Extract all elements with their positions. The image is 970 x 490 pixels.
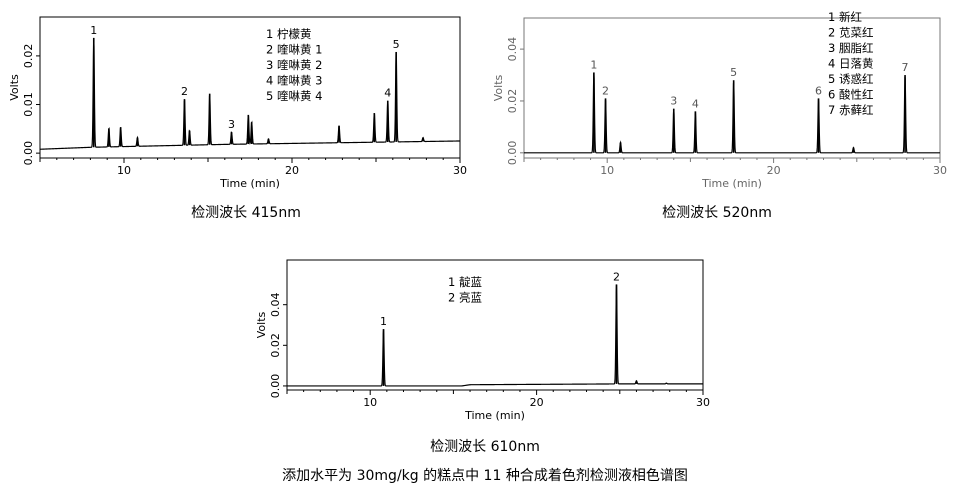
legend-entry: 2 喹啉黄 1	[266, 43, 322, 57]
plot-frame	[39, 16, 461, 159]
peak-labels-415nm: 1 2 3 4 5	[90, 24, 424, 148]
trace-520nm	[524, 72, 940, 154]
peak-number-label: 2	[602, 84, 609, 97]
y-axis-title: Volts	[255, 311, 268, 338]
trace-610nm	[287, 284, 703, 387]
peak-number-label: 2	[181, 85, 188, 98]
x-tick-label: 20	[530, 396, 544, 409]
legend-entry: 5 喹啉黄 4	[266, 89, 322, 103]
peak-number-label: 1	[90, 24, 97, 37]
legend-entry: 2 苋菜红	[828, 26, 873, 40]
peak-labels-520nm: 12 3 4 5 6 7	[590, 58, 909, 153]
figure-caption: 添加水平为 30mg/kg 的糕点中 11 种合成着色剂检测液相色谱图	[282, 467, 688, 484]
legend-610nm: 1 靛蓝 2 亮蓝	[448, 275, 482, 305]
peak-number-label: 3	[228, 118, 235, 131]
legend-entry: 4 喹啉黄 3	[266, 74, 322, 88]
legend-entry: 2 亮蓝	[448, 291, 482, 305]
y-tick-label: 0.02	[22, 44, 35, 69]
peak-number-label: 2	[613, 270, 620, 283]
plot-frame	[286, 259, 704, 391]
peak-number-label: 1	[590, 58, 597, 71]
subtitle-520nm: 检测波长 520nm	[662, 205, 772, 221]
legend-entry: 1 靛蓝	[448, 275, 482, 289]
legend-entry: 1 新红	[828, 10, 862, 24]
plot-frame	[523, 17, 941, 159]
legend-entry: 7 赤藓红	[828, 103, 873, 117]
x-tick-label: 20	[285, 164, 299, 177]
peak-number-label: 1	[380, 315, 387, 328]
peak-number-label: 5	[730, 66, 737, 79]
x-tick-label: 10	[600, 164, 614, 177]
trace-415nm	[39, 38, 461, 150]
legend-415nm: 1 柠檬黄 2 喹啉黄 13 喹啉黄 2 4 喹啉黄 35 喹啉黄 4	[266, 27, 322, 103]
y-tick-label: 0.04	[506, 37, 519, 62]
legend-entry: 1 柠檬黄	[266, 27, 311, 41]
x-axis-title: Time (min)	[464, 409, 525, 422]
legend-entry: 3 胭脂红	[828, 41, 873, 55]
y-tick-label: 0.00	[22, 141, 35, 166]
subtitle-415nm: 检测波长 415nm	[191, 205, 301, 221]
legend-entry: 3 喹啉黄 2	[266, 58, 322, 72]
x-tick-label: 30	[696, 396, 710, 409]
peak-number-label: 7	[902, 61, 909, 74]
y-tick-label: 0.00	[506, 141, 519, 166]
y-tick-label: 0.04	[269, 292, 282, 317]
legend-entry: 5 诱惑红	[828, 72, 873, 86]
legend-entry: 4 日落黄	[828, 57, 873, 71]
legend-entry: 6 酸性红	[828, 88, 873, 102]
x-tick-label: 20	[767, 164, 781, 177]
peak-number-label: 4	[384, 87, 391, 100]
x-tick-label: 30	[453, 164, 467, 177]
peak-number-label: 6	[815, 84, 822, 97]
x-axis-title: Time (min)	[701, 177, 762, 190]
x-tick-label: 30	[933, 164, 947, 177]
peak-number-label: 4	[692, 97, 699, 110]
y-tick-label: 0.02	[269, 333, 282, 358]
x-tick-label: 10	[363, 396, 377, 409]
y-axis-title: Volts	[8, 74, 21, 101]
peak-number-label: 3	[670, 95, 677, 108]
x-axis-title: Time (min)	[219, 177, 280, 190]
peak-labels-610nm: 12	[380, 270, 668, 386]
y-tick-label: 0.02	[506, 89, 519, 114]
subtitle-610nm: 检测波长 610nm	[430, 439, 540, 455]
y-tick-label: 0.01	[22, 92, 35, 117]
y-axis-title: Volts	[492, 74, 505, 101]
x-tick-label: 10	[117, 164, 131, 177]
peak-number-label: 5	[393, 38, 400, 51]
y-tick-label: 0.00	[269, 374, 282, 399]
